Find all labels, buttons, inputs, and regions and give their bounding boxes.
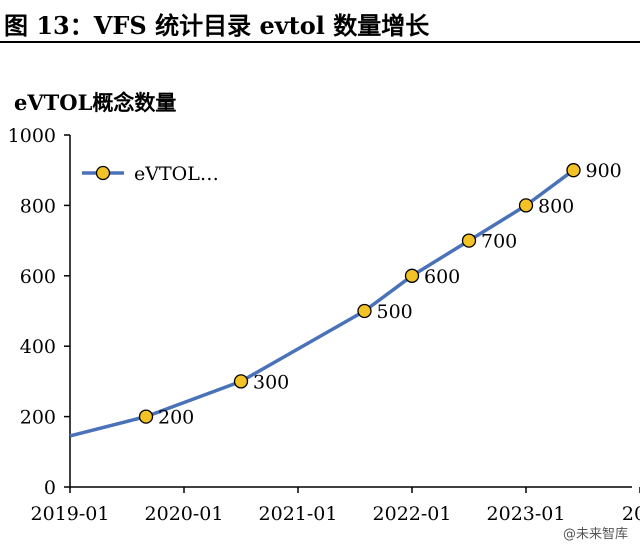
chart-labels: eVTOL概念数量 200 300 500 600 700 800 900 [14, 90, 622, 429]
data-label: 300 [253, 371, 289, 393]
x-tick-label: 202 [622, 503, 640, 525]
legend-swatch-marker [95, 165, 111, 181]
title-divider [0, 41, 640, 43]
x-tick-label: 2023-01 [487, 503, 566, 525]
y-tick-label: 600 [20, 266, 56, 288]
data-label: 700 [481, 231, 517, 253]
x-tick-label: 2021-01 [259, 503, 338, 525]
chart-axes: 0 200 400 600 800 1000 2019-01 2020-01 2021-01 20… [8, 125, 640, 525]
data-point [461, 233, 477, 248]
x-tick-label: 2022-01 [373, 503, 452, 525]
chart-legend: eVTOL… [82, 163, 219, 185]
y-tick-label: 0 [44, 477, 56, 499]
y-axis-title: eVTOL概念数量 [14, 90, 176, 115]
data-point [138, 409, 154, 424]
data-point [566, 163, 581, 178]
y-tick-label: 1000 [8, 125, 56, 147]
chart-series [69, 163, 581, 438]
data-point [233, 374, 249, 389]
series-line [69, 168, 575, 438]
watermark: @未来智库 [558, 521, 632, 544]
x-tick-label: 2019-01 [31, 503, 110, 525]
data-point [518, 198, 534, 213]
y-tick-label: 800 [20, 195, 56, 217]
data-point [357, 303, 372, 319]
data-label: 600 [424, 266, 460, 288]
y-tick-label: 200 [20, 407, 56, 429]
x-tick-label: 2020-01 [145, 503, 224, 525]
data-label: 500 [377, 301, 413, 323]
data-label: 200 [158, 407, 194, 429]
data-point [404, 268, 420, 283]
figure-title: 图 13：VFS 统计目录 evtol 数量增长 [4, 11, 430, 40]
y-tick-label: 400 [20, 336, 56, 358]
legend-label: eVTOL… [134, 163, 219, 185]
data-label: 900 [586, 160, 622, 182]
data-label: 800 [538, 195, 574, 217]
